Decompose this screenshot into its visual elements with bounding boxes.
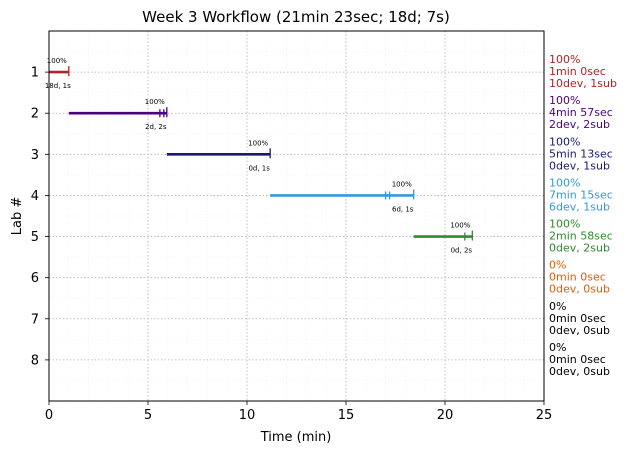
side-label-line: 0dev, 0sub — [549, 324, 610, 337]
side-label-line: 7min 15sec — [549, 188, 613, 201]
x-tick-label: 10 — [239, 408, 256, 423]
x-tick-label: 20 — [437, 408, 454, 423]
side-label-line: 0dev, 0sub — [549, 365, 610, 378]
side-label-line: 100% — [549, 218, 580, 231]
y-tick-label: 2 — [31, 107, 39, 122]
chart-title: Week 3 Workflow (21min 23sec; 18d; 7s) — [142, 8, 450, 26]
side-label-line: 4min 57sec — [549, 106, 613, 119]
side-label-line: 0dev, 2sub — [549, 242, 610, 255]
side-label-line: 0min 0sec — [549, 353, 606, 366]
side-label-line: 6dev, 1sub — [549, 200, 610, 213]
side-label-line: 0min 0sec — [549, 312, 606, 325]
bar-bottom-label: 0d, 2s — [451, 247, 473, 255]
ticks: 0 5 10 15 20 25 1 2 3 4 5 6 7 8 — [31, 66, 553, 423]
x-tick-label: 5 — [144, 408, 152, 423]
side-label-line: 0dev, 1sub — [549, 159, 610, 172]
y-tick-label: 3 — [31, 148, 39, 163]
bar-top-label: 100% — [450, 222, 470, 230]
side-label-line: 100% — [549, 135, 580, 148]
side-label-line: 2dev, 2sub — [549, 118, 610, 131]
bar-top-label: 100% — [248, 139, 268, 147]
bar-bottom-label: 0d, 1s — [248, 164, 270, 172]
bar-top-label: 100% — [47, 57, 67, 65]
bar-bottom-label: 2d, 2s — [145, 123, 167, 131]
y-tick-label: 7 — [31, 312, 39, 327]
y-tick-label: 8 — [31, 353, 39, 368]
side-label-line: 100% — [549, 176, 580, 189]
y-tick-label: 6 — [31, 271, 39, 286]
y-tick-label: 4 — [31, 189, 39, 204]
y-axis-label: Lab # — [10, 197, 25, 236]
x-tick-label: 25 — [536, 408, 553, 423]
bar-bottom-label: 6d, 1s — [392, 205, 414, 213]
x-tick-label: 0 — [45, 408, 53, 423]
grid — [48, 31, 545, 401]
bar-bottom-label: 18d, 1s — [45, 82, 71, 90]
side-label-line: 100% — [549, 94, 580, 107]
plot-frame — [48, 30, 545, 402]
side-label-line: 0% — [549, 341, 566, 354]
side-label-line: 0% — [549, 259, 566, 272]
x-axis-label: Time (min) — [260, 430, 332, 445]
x-tick-label: 15 — [338, 408, 355, 423]
side-label-line: 0dev, 0sub — [549, 283, 610, 296]
side-label-line: 1min 0sec — [549, 65, 606, 78]
y-tick-label: 1 — [31, 66, 39, 81]
bars: 100% 18d, 1s 100% 2d, 2s 100% 0d, 1s 100% 6d, 1… — [45, 57, 473, 255]
y-tick-label: 5 — [31, 230, 39, 245]
bar-top-label: 100% — [145, 98, 165, 106]
side-label-line: 0% — [549, 300, 566, 313]
side-label-line: 2min 58sec — [549, 230, 613, 243]
bar-top-label: 100% — [392, 180, 412, 188]
side-label-line: 5min 13sec — [549, 147, 613, 160]
side-label-line: 0min 0sec — [549, 271, 606, 284]
side-label-line: 100% — [549, 53, 580, 66]
side-label-line: 10dev, 1sub — [549, 77, 617, 90]
